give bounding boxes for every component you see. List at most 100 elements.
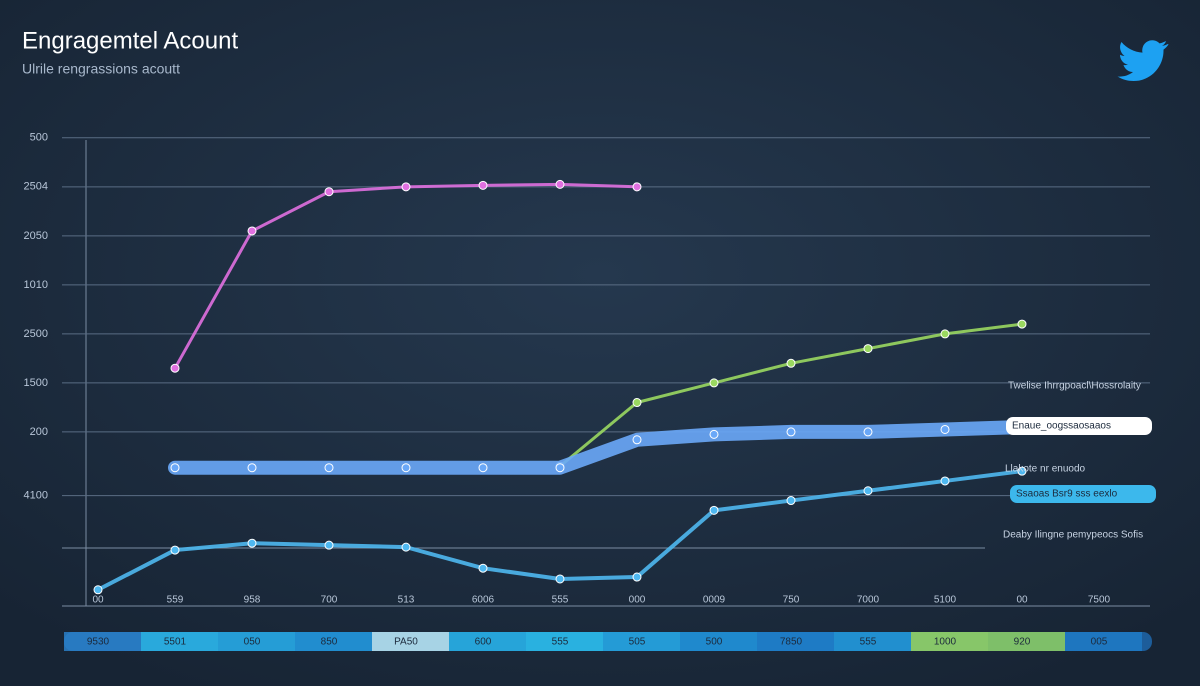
y-tick-label: 2500 [24,328,48,340]
data-point [401,182,411,192]
x-tick-label: 7500 [1088,595,1111,606]
strip-label: 850 [321,637,338,648]
data-point [401,463,411,473]
strip-segment [372,632,449,651]
data-point [324,540,334,550]
strip-label: 9530 [87,637,110,648]
data-point [632,182,642,192]
x-tick-label: 513 [398,595,415,606]
strip-segment [64,632,141,651]
chart-subtitle: Ulrile rengrassions acoutt [22,61,180,77]
strip-label: 1000 [934,637,957,648]
data-point [478,563,488,573]
x-tick-label: 6006 [472,595,495,606]
strip-label: 555 [552,637,569,648]
data-point [863,427,873,437]
strip-segment [526,632,603,651]
data-point [93,585,103,595]
strip-segment [757,632,834,651]
strip-segment [1065,632,1142,651]
data-point [863,344,873,354]
data-point [940,476,950,486]
annotation: Twelise Ihrrgpoacl\Hossrolaity [1008,381,1141,392]
data-point [709,505,719,515]
y-tick-label: 2504 [24,181,48,193]
data-point [632,572,642,582]
series-line [168,420,1029,475]
strip-label: 600 [475,637,492,648]
x-tick-label: 958 [244,595,261,606]
data-point [1017,466,1027,476]
data-point [709,429,719,439]
data-point [170,463,180,473]
x-tick-label: 559 [167,595,184,606]
data-point [247,538,257,548]
annotation: Ssaoas Bsr9 sss eexlo [1016,489,1118,500]
x-tick-label: 00 [1016,595,1028,606]
data-point [401,542,411,552]
data-point [940,329,950,339]
data-point [324,187,334,197]
data-point [555,179,565,189]
strip-label: 050 [244,637,261,648]
data-point [170,363,180,373]
data-point [555,574,565,584]
x-tick-label: 0009 [703,595,726,606]
x-tick-label: 5100 [934,595,957,606]
data-point [709,378,719,388]
x-tick-label: 000 [629,595,646,606]
annotation: Llakote nr enuodo [1005,464,1086,475]
data-point [863,486,873,496]
x-tick-label: 7000 [857,595,880,606]
strip-segment [680,632,757,651]
y-tick-label: 1010 [24,279,48,291]
strip-segment [834,632,911,651]
strip-label: 500 [706,637,723,648]
data-point [170,545,180,555]
x-tick-label: 750 [783,595,800,606]
data-point [786,496,796,506]
strip-segment [603,632,680,651]
strip-segment [988,632,1065,651]
strip-label: PA50 [394,637,418,648]
data-point [786,358,796,368]
strip-label: 7850 [780,637,803,648]
y-tick-label: 1500 [24,377,48,389]
x-tick-label: 700 [321,595,338,606]
strip-label: 555 [860,637,877,648]
strip-label: 5501 [164,637,187,648]
annotation: Deaby Ilingne pemypeocs Sofis [1003,530,1143,541]
strip-segment [911,632,988,651]
y-tick-label: 4100 [24,490,48,502]
data-point [247,226,257,236]
data-point [247,463,257,473]
x-tick-label: 555 [552,595,569,606]
strip-segment [141,632,218,651]
y-tick-label: 2050 [24,230,48,242]
y-tick-label: 200 [30,426,48,438]
data-point [324,463,334,473]
annotation-box [1006,417,1152,435]
data-point [555,463,565,473]
chart-title: Engragemtel Acount [22,27,238,54]
data-point [786,427,796,437]
data-point [478,180,488,190]
data-point [478,463,488,473]
strip-label: 920 [1014,637,1031,648]
y-tick-label: 500 [30,132,48,144]
strip-segment [449,632,526,651]
data-point [940,424,950,434]
data-point [1017,319,1027,329]
annotation: Enaue_oogssaosaaos [1012,421,1111,432]
data-point [632,435,642,445]
x-tick-label: 00 [92,595,104,606]
strip-segment [295,632,372,651]
strip-label: 005 [1091,637,1108,648]
twitter-icon[interactable] [1117,40,1169,81]
data-point [632,398,642,408]
strip-label: 505 [629,637,646,648]
strip-segment [218,632,295,651]
annotation-box [1010,485,1156,503]
